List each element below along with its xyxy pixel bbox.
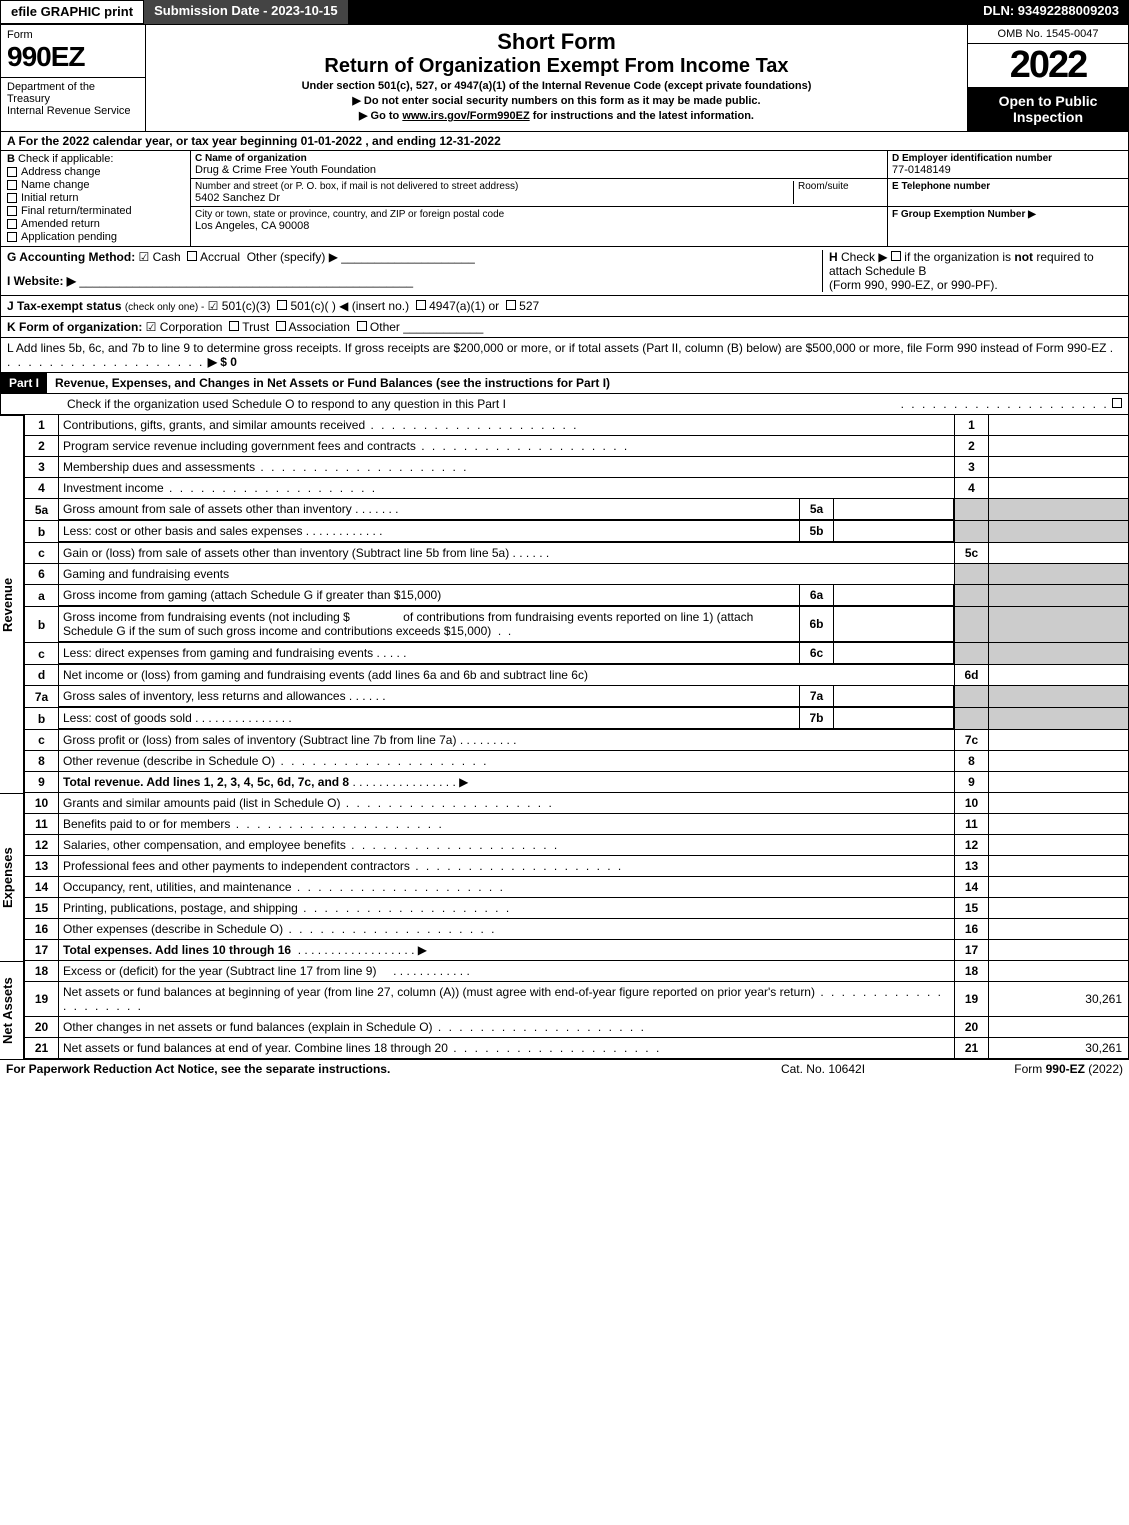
city-label: City or town, state or province, country… — [195, 209, 883, 220]
part1-check-row: Check if the organization used Schedule … — [0, 394, 1129, 415]
chk-name-change[interactable]: Name change — [7, 179, 184, 191]
line-l-amount: ▶ $ 0 — [208, 355, 237, 369]
chk-initial-return[interactable]: Initial return — [7, 192, 184, 204]
line-a: A For the 2022 calendar year, or tax yea… — [0, 132, 1129, 151]
ein-value: 77-0148149 — [892, 164, 1124, 176]
chk-501c[interactable] — [277, 300, 287, 310]
line-j: J Tax-exempt status (check only one) - 5… — [0, 296, 1129, 317]
sub-ssn: ▶ Do not enter social security numbers o… — [154, 94, 959, 107]
chk-501c3[interactable] — [208, 299, 219, 313]
submission-tab: Submission Date - 2023-10-15 — [144, 0, 348, 24]
inspection-box: Open to Public Inspection — [968, 87, 1128, 131]
sub-section: Under section 501(c), 527, or 4947(a)(1)… — [154, 80, 959, 92]
netassets-table: 18Excess or (deficit) for the year (Subt… — [24, 961, 1129, 1059]
tax-year: 2022 — [968, 44, 1128, 87]
chk-final-return[interactable]: Final return/terminated — [7, 205, 184, 217]
form-number: 990EZ — [7, 41, 139, 73]
chk-address-change[interactable]: Address change — [7, 166, 184, 178]
street-address: 5402 Sanchez Dr — [195, 192, 793, 204]
sub-goto: ▶ Go to www.irs.gov/Form990EZ for instru… — [154, 109, 959, 122]
footer: For Paperwork Reduction Act Notice, see … — [0, 1059, 1129, 1078]
footer-form: Form 990-EZ (2022) — [923, 1062, 1123, 1076]
city-state-zip: Los Angeles, CA 90008 — [195, 220, 883, 232]
box-bcdef: B Check if applicable: Address change Na… — [0, 151, 1129, 247]
footer-cat: Cat. No. 10642I — [723, 1062, 923, 1076]
ein-label: D Employer identification number — [892, 153, 1124, 164]
chk-application-pending[interactable]: Application pending — [7, 231, 184, 243]
chk-corporation[interactable] — [146, 320, 157, 334]
irs-link[interactable]: www.irs.gov/Form990EZ — [402, 110, 529, 122]
expenses-table: 10Grants and similar amounts paid (list … — [24, 793, 1129, 961]
value-19: 30,261 — [989, 982, 1129, 1017]
footer-left: For Paperwork Reduction Act Notice, see … — [6, 1062, 723, 1076]
line-k: K Form of organization: Corporation Trus… — [0, 317, 1129, 338]
phone-label: E Telephone number — [892, 181, 1124, 192]
part1-label: Part I — [1, 373, 47, 393]
chk-schedule-b[interactable] — [891, 251, 901, 261]
chk-schedule-o[interactable] — [1112, 398, 1122, 408]
group-exemption-label: F Group Exemption Number ▶ — [892, 209, 1124, 220]
chk-association[interactable] — [276, 321, 286, 331]
netassets-section: Net Assets 18Excess or (deficit) for the… — [0, 961, 1129, 1059]
efile-tab[interactable]: efile GRAPHIC print — [0, 0, 144, 24]
chk-accrual[interactable] — [187, 251, 197, 261]
header-right: OMB No. 1545-0047 2022 Open to Public In… — [968, 25, 1128, 131]
chk-527[interactable] — [506, 300, 516, 310]
form-label: Form — [7, 29, 139, 41]
header-left: Form 990EZ Department of the Treasury In… — [1, 25, 146, 131]
revenue-table: 1Contributions, gifts, grants, and simil… — [24, 415, 1129, 793]
title-short-form: Short Form — [154, 29, 959, 55]
expenses-sidelabel: Expenses — [0, 793, 24, 961]
irs-label: Internal Revenue Service — [7, 105, 139, 117]
title-return: Return of Organization Exempt From Incom… — [154, 55, 959, 78]
value-21: 30,261 — [989, 1038, 1129, 1059]
spacer — [348, 0, 974, 24]
line-i-label: I Website: ▶ — [7, 274, 76, 288]
line-g-h: G Accounting Method: Cash Accrual Other … — [0, 247, 1129, 296]
revenue-sidelabel: Revenue — [0, 415, 24, 793]
omb-number: OMB No. 1545-0047 — [968, 25, 1128, 44]
chk-cash[interactable] — [139, 250, 150, 264]
top-bar: efile GRAPHIC print Submission Date - 20… — [0, 0, 1129, 24]
col-b: B Check if applicable: Address change Na… — [1, 151, 191, 246]
netassets-sidelabel: Net Assets — [0, 961, 24, 1059]
chk-amended-return[interactable]: Amended return — [7, 218, 184, 230]
room-label: Room/suite — [798, 181, 883, 192]
part1-header-row: Part I Revenue, Expenses, and Changes in… — [0, 373, 1129, 394]
org-name-label: C Name of organization — [195, 153, 883, 164]
street-label: Number and street (or P. O. box, if mail… — [195, 181, 793, 192]
expenses-section: Expenses 10Grants and similar amounts pa… — [0, 793, 1129, 961]
revenue-section: Revenue 1Contributions, gifts, grants, a… — [0, 415, 1129, 793]
chk-4947[interactable] — [416, 300, 426, 310]
dept-label: Department of the Treasury — [7, 81, 139, 105]
chk-trust[interactable] — [229, 321, 239, 331]
col-de: D Employer identification number 77-0148… — [888, 151, 1128, 246]
part1-title: Revenue, Expenses, and Changes in Net As… — [47, 373, 1128, 393]
org-name: Drug & Crime Free Youth Foundation — [195, 164, 883, 176]
dln-label: DLN: 93492288009203 — [973, 0, 1129, 24]
col-c: C Name of organization Drug & Crime Free… — [191, 151, 888, 246]
header-mid: Short Form Return of Organization Exempt… — [146, 25, 968, 131]
chk-other-org[interactable] — [357, 321, 367, 331]
line-l: L Add lines 5b, 6c, and 7b to line 9 to … — [0, 338, 1129, 373]
form-header: Form 990EZ Department of the Treasury In… — [0, 24, 1129, 132]
